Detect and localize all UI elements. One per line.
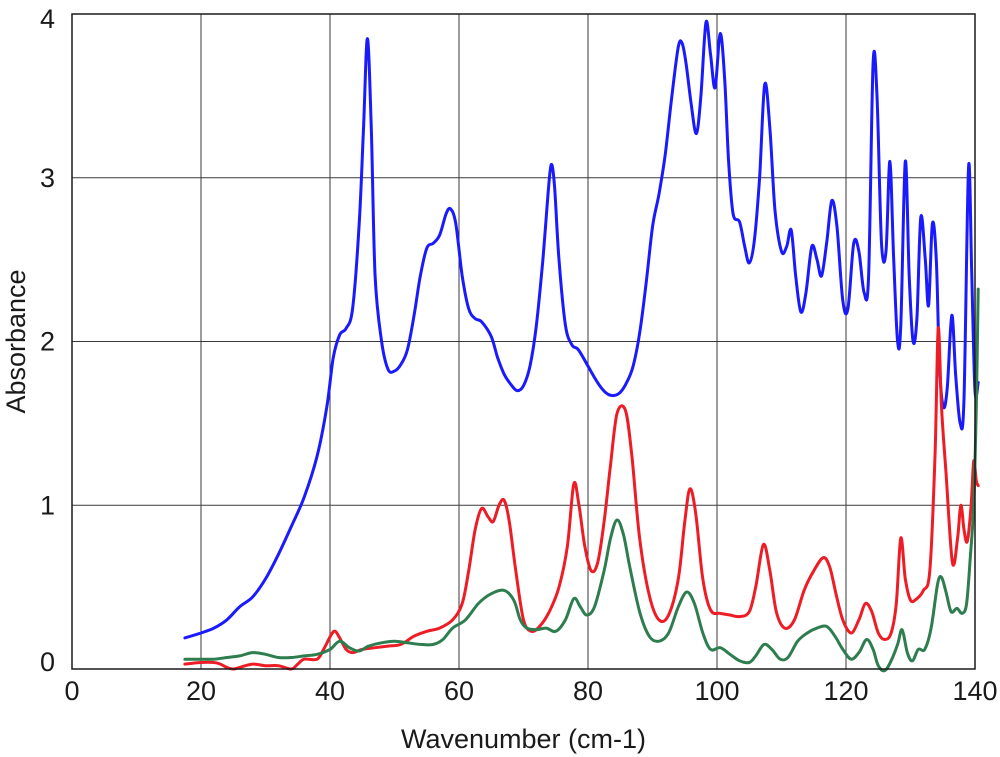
x-axis-title: Wavenumber (cm-1) <box>401 724 646 754</box>
x-tick-label-80: 80 <box>573 676 603 706</box>
chart-series <box>183 19 980 673</box>
x-tick-label-40: 40 <box>315 676 345 706</box>
plot-frame <box>71 13 976 670</box>
y-axis-ticks: 0 1 2 3 4 <box>40 4 55 677</box>
series-line-1 <box>183 19 980 640</box>
series-line-3 <box>183 287 980 673</box>
y-axis-title: Absorbance <box>1 269 31 413</box>
y-tick-label-0: 0 <box>40 647 55 677</box>
x-tick-label-140: 140 <box>952 676 997 706</box>
x-tick-label-0: 0 <box>64 676 79 706</box>
chart-grid <box>71 13 976 670</box>
x-axis-ticks: 0 20 40 60 80 100 120 140 <box>64 676 997 706</box>
y-tick-label-1: 1 <box>40 490 55 520</box>
x-tick-label-60: 60 <box>444 676 474 706</box>
x-tick-label-120: 120 <box>823 676 868 706</box>
y-tick-label-2: 2 <box>40 327 55 357</box>
series-line-2 <box>183 326 980 671</box>
y-tick-label-4: 4 <box>40 4 55 34</box>
x-tick-label-20: 20 <box>186 676 216 706</box>
y-tick-label-3: 3 <box>40 163 55 193</box>
x-tick-label-100: 100 <box>694 676 739 706</box>
